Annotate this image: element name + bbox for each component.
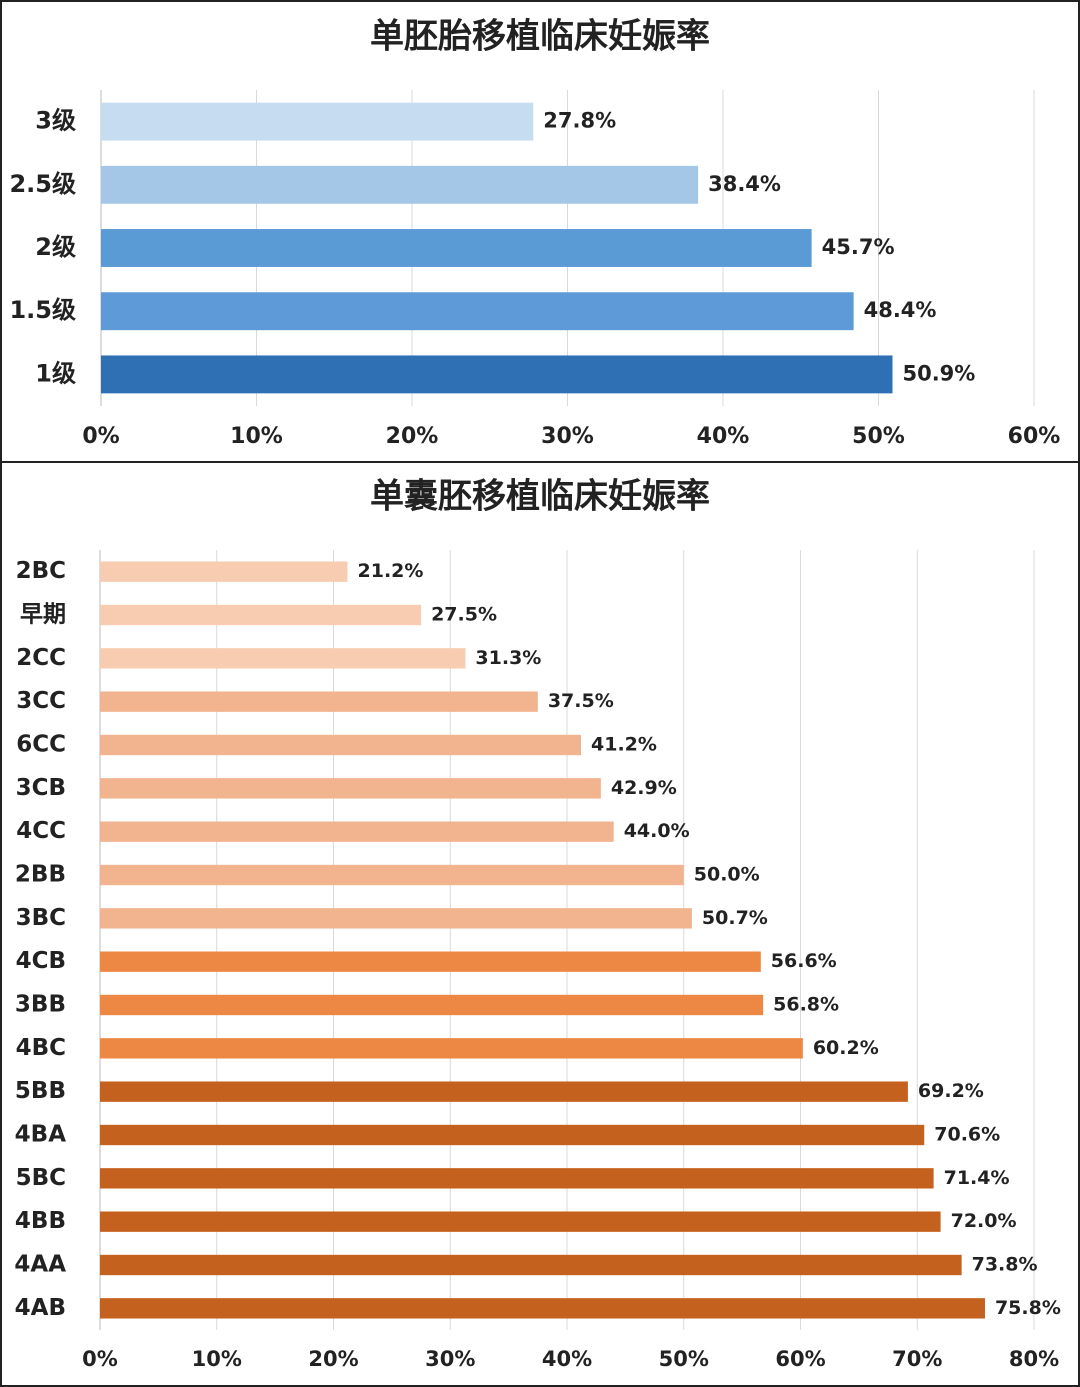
value-label: 71.4% — [944, 1167, 1010, 1189]
x-tick-label: 0% — [82, 424, 119, 449]
value-label: 38.4% — [708, 172, 781, 196]
bar — [100, 648, 466, 669]
y-tick-label: 6CC — [16, 732, 66, 758]
y-tick-label: 5BC — [16, 1165, 66, 1191]
y-tick-label: 3级 — [35, 107, 76, 135]
y-tick-label: 2BB — [15, 862, 66, 888]
y-tick-label: 3CC — [16, 688, 66, 714]
x-tick-label: 20% — [386, 424, 439, 449]
value-label: 50.0% — [694, 864, 760, 886]
bar — [100, 1124, 925, 1146]
bar — [101, 229, 812, 267]
y-tick-label: 3BC — [16, 905, 66, 931]
x-tick-label: 80% — [1009, 1347, 1059, 1371]
x-tick-label: 30% — [425, 1347, 475, 1371]
value-label: 73.8% — [972, 1254, 1038, 1276]
y-tick-label: 4BA — [15, 1122, 67, 1148]
bar — [100, 908, 692, 929]
value-label: 31.3% — [475, 647, 541, 669]
x-tick-label: 60% — [1008, 424, 1061, 449]
y-tick-label: 5BB — [15, 1078, 66, 1104]
value-label: 41.2% — [591, 734, 657, 756]
value-label: 75.8% — [995, 1297, 1061, 1319]
bar — [100, 1298, 985, 1319]
y-tick-label: 1级 — [35, 359, 76, 387]
bar — [101, 165, 699, 204]
y-tick-label: 早期 — [20, 602, 66, 628]
x-tick-label: 70% — [892, 1347, 942, 1371]
bar — [101, 102, 534, 141]
value-label: 60.2% — [813, 1037, 879, 1059]
y-tick-label: 4AB — [15, 1295, 66, 1321]
x-tick-label: 60% — [775, 1347, 825, 1371]
value-label: 44.0% — [624, 820, 690, 842]
value-label: 50.7% — [702, 907, 768, 929]
bar — [100, 1168, 934, 1189]
y-tick-label: 2BC — [16, 558, 66, 584]
x-tick-label: 10% — [192, 1347, 242, 1371]
bar — [100, 561, 348, 582]
bar — [101, 292, 854, 331]
x-tick-label: 20% — [308, 1347, 358, 1371]
value-label: 21.2% — [358, 560, 424, 582]
bar — [100, 1038, 803, 1059]
chart-title: 单胚胎移植临床妊娠率 — [370, 17, 710, 57]
y-tick-label: 1.5级 — [9, 296, 76, 324]
bar — [101, 355, 893, 394]
chart-title: 单囊胚移植临床妊娠率 — [370, 477, 710, 517]
bar — [100, 778, 601, 799]
y-tick-label: 4CB — [16, 948, 66, 974]
bar — [100, 1211, 941, 1232]
x-tick-label: 40% — [697, 424, 750, 449]
bar — [100, 821, 614, 842]
value-label: 56.6% — [771, 950, 837, 972]
value-label: 27.5% — [431, 604, 497, 626]
x-tick-label: 50% — [852, 424, 905, 449]
value-label: 50.9% — [902, 361, 975, 385]
y-tick-label: 4CC — [16, 818, 66, 844]
bar — [100, 951, 761, 972]
value-label: 42.9% — [611, 777, 677, 799]
value-label: 72.0% — [951, 1210, 1017, 1232]
x-tick-label: 50% — [659, 1347, 709, 1371]
value-label: 70.6% — [934, 1124, 1000, 1146]
value-label: 37.5% — [548, 690, 614, 712]
y-tick-label: 4BC — [16, 1035, 66, 1061]
value-label: 56.8% — [773, 994, 839, 1016]
y-tick-label: 2CC — [16, 645, 66, 671]
bar — [100, 864, 684, 886]
y-tick-label: 3BB — [15, 992, 66, 1018]
y-tick-label: 2.5级 — [9, 170, 76, 198]
panel-border — [0, 461, 1080, 1387]
y-tick-label: 4AA — [14, 1252, 66, 1278]
value-label: 45.7% — [822, 235, 895, 259]
bar — [100, 994, 764, 1016]
value-label: 69.2% — [918, 1080, 984, 1102]
x-tick-label: 30% — [541, 424, 594, 449]
x-tick-label: 10% — [230, 424, 283, 449]
y-tick-label: 2级 — [35, 233, 76, 261]
value-label: 27.8% — [543, 109, 616, 133]
bar — [100, 604, 422, 626]
bar — [100, 1081, 908, 1102]
x-tick-label: 0% — [82, 1347, 118, 1371]
x-tick-label: 40% — [542, 1347, 592, 1371]
bar — [100, 734, 582, 756]
y-tick-label: 3CB — [16, 775, 66, 801]
y-tick-label: 4BB — [15, 1208, 66, 1234]
bar — [100, 1254, 962, 1276]
value-label: 48.4% — [864, 298, 937, 322]
bar — [100, 691, 538, 712]
